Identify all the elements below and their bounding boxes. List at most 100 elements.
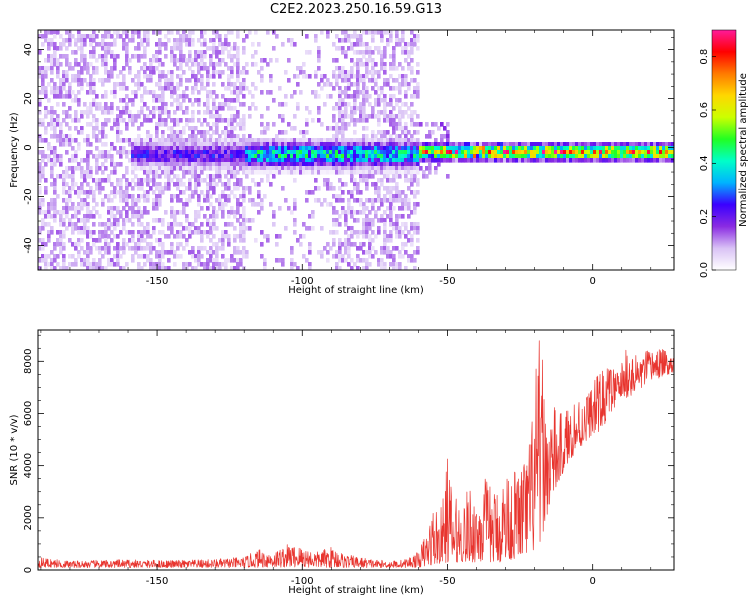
spectrogram-cell bbox=[50, 30, 54, 35]
spectrogram-cell bbox=[377, 170, 381, 175]
spectrogram-cell bbox=[275, 166, 279, 171]
spectrogram-cell bbox=[239, 70, 243, 75]
spectrogram-cell bbox=[209, 254, 213, 259]
spectrogram-cell bbox=[104, 234, 108, 239]
spectrogram-cell bbox=[128, 150, 132, 155]
spectrogram-cell bbox=[365, 70, 369, 75]
spectrogram-cell bbox=[143, 102, 147, 107]
spectrogram-cell bbox=[368, 54, 372, 59]
spectrogram-cell bbox=[389, 98, 393, 103]
spectrogram-cell bbox=[182, 150, 186, 155]
spectrogram-cell bbox=[413, 162, 417, 167]
spectrogram-cell bbox=[176, 118, 180, 123]
spectrogram-cell bbox=[191, 134, 195, 139]
spectrogram-cell bbox=[302, 254, 306, 259]
spectrogram-cell bbox=[272, 154, 276, 159]
spectrogram-cell bbox=[338, 242, 342, 247]
spectrogram-cell bbox=[383, 166, 387, 171]
spectrogram-cell bbox=[203, 30, 207, 35]
spectrogram-cell bbox=[398, 190, 402, 195]
spectrogram-cell bbox=[125, 242, 129, 247]
spectrogram-cell bbox=[221, 106, 225, 111]
spectrogram-cell bbox=[380, 130, 384, 135]
spectrogram-cell bbox=[320, 250, 324, 255]
spectrogram-cell bbox=[380, 58, 384, 63]
spectrogram-cell bbox=[125, 202, 129, 207]
spectrogram-cell bbox=[395, 138, 399, 143]
spectrogram-cell bbox=[254, 182, 258, 187]
spectrogram-cell bbox=[86, 154, 90, 159]
spectrogram-cell bbox=[242, 230, 246, 235]
spectrogram-cell bbox=[164, 142, 168, 147]
spectrogram-cell bbox=[215, 70, 219, 75]
spectrogram-cell bbox=[185, 78, 189, 83]
spectrogram-cell bbox=[155, 82, 159, 87]
spectrogram-cell bbox=[335, 138, 339, 143]
spectrogram-cell bbox=[239, 250, 243, 255]
spectrogram-cell bbox=[404, 166, 408, 171]
spectrogram-cell bbox=[593, 150, 597, 155]
spectrogram-cell bbox=[137, 162, 141, 167]
spectrogram-cell bbox=[92, 258, 96, 263]
spectrogram-cell bbox=[266, 106, 270, 111]
spectrogram-cell bbox=[164, 166, 168, 171]
spectrogram-cell bbox=[494, 150, 498, 155]
spectrogram-cell bbox=[155, 146, 159, 151]
spectrogram-cell bbox=[95, 146, 99, 151]
spectrogram-cell bbox=[395, 186, 399, 191]
spectrogram-cell bbox=[92, 30, 96, 35]
spectrogram-cell bbox=[275, 150, 279, 155]
spectrogram-cell bbox=[125, 106, 129, 111]
spectrogram-cell bbox=[203, 42, 207, 47]
spectrogram-cell bbox=[491, 154, 495, 159]
spectrogram-cell bbox=[554, 158, 558, 163]
spectrogram-cell bbox=[281, 142, 285, 147]
spectrogram-cell bbox=[332, 150, 336, 155]
spectrogram-cell bbox=[176, 38, 180, 43]
spectrogram-cell bbox=[125, 182, 129, 187]
spectrogram-cell bbox=[341, 138, 345, 143]
spectrogram-cell bbox=[416, 226, 420, 231]
spectrogram-cell bbox=[191, 162, 195, 167]
spectrogram-cell bbox=[278, 234, 282, 239]
spectrogram-cell bbox=[200, 166, 204, 171]
spectrogram-cell bbox=[203, 134, 207, 139]
spectrogram-cell bbox=[152, 230, 156, 235]
spectrogram-cell bbox=[503, 150, 507, 155]
spectrogram-cell bbox=[227, 106, 231, 111]
spectrogram-cell bbox=[380, 134, 384, 139]
spectrogram-cell bbox=[455, 158, 459, 163]
spectrogram-cell bbox=[401, 130, 405, 135]
spectrogram-cell bbox=[179, 158, 183, 163]
spectrogram-cell bbox=[416, 162, 420, 167]
spectrogram-cell bbox=[446, 142, 450, 147]
spectrogram-cell bbox=[635, 142, 639, 147]
spectrogram-cell bbox=[302, 170, 306, 175]
spectrogram-cell bbox=[149, 186, 153, 191]
spectrogram-cell bbox=[374, 250, 378, 255]
spectrogram-cell bbox=[500, 154, 504, 159]
spectrogram-cell bbox=[338, 90, 342, 95]
spectrogram-cell bbox=[338, 254, 342, 259]
spectrogram-cell bbox=[128, 58, 132, 63]
spectrogram-cell bbox=[101, 126, 105, 131]
spectrogram-cell bbox=[89, 42, 93, 47]
spectrogram-cell bbox=[356, 78, 360, 83]
spectrogram-cell bbox=[86, 202, 90, 207]
spectrogram-cell bbox=[56, 134, 60, 139]
spectrogram-cell bbox=[419, 154, 423, 159]
spectrogram-cell bbox=[410, 50, 414, 55]
spectrogram-cell bbox=[371, 142, 375, 147]
spectrogram-cell bbox=[335, 254, 339, 259]
spectrogram-cell bbox=[377, 74, 381, 79]
spectrogram-cell bbox=[230, 30, 234, 35]
spectrogram-cell bbox=[131, 246, 135, 251]
spectrogram-cell bbox=[92, 118, 96, 123]
spectrogram-cell bbox=[101, 222, 105, 227]
spectrogram-cell bbox=[92, 66, 96, 71]
spectrogram-cell bbox=[98, 166, 102, 171]
spectrogram-cell bbox=[227, 198, 231, 203]
spectrogram-cell bbox=[362, 110, 366, 115]
spectrogram-cell bbox=[293, 262, 297, 267]
spectrogram-cell bbox=[59, 158, 63, 163]
